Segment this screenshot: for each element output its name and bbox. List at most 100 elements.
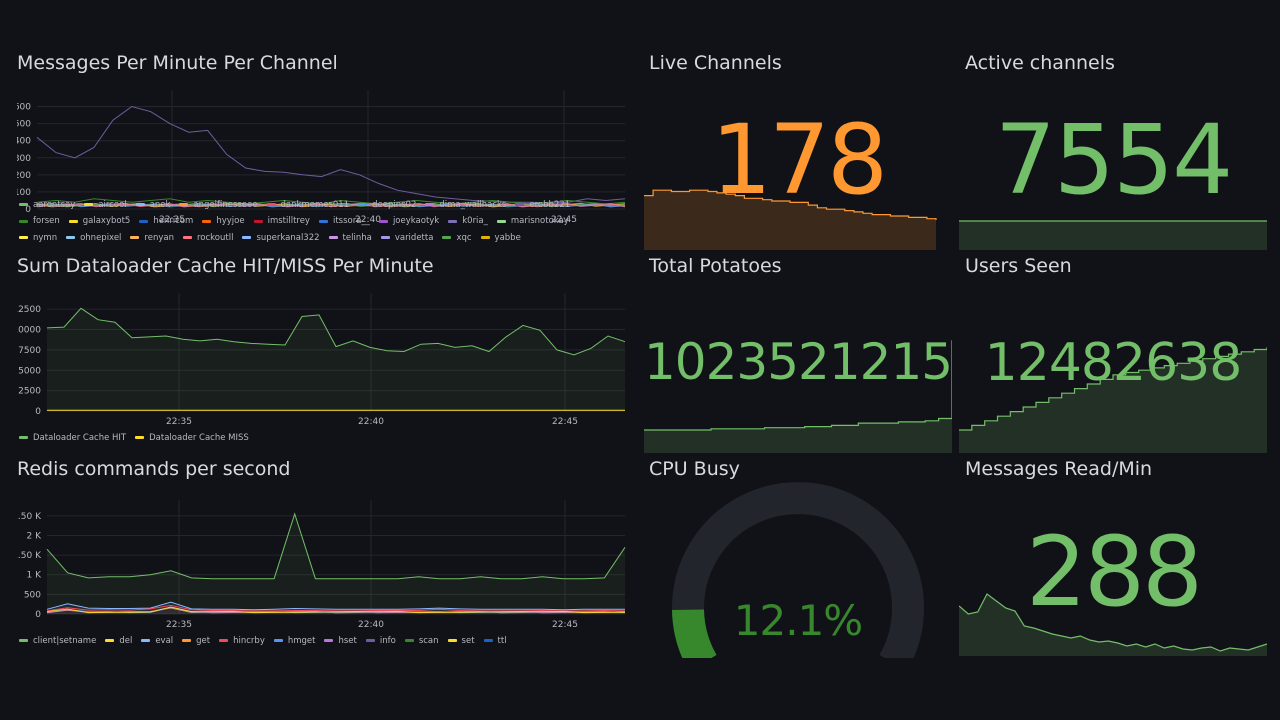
legend-swatch	[242, 236, 252, 239]
legend-item-erobb221[interactable]: erobb221	[515, 197, 570, 213]
panel-title[interactable]: Messages Per Minute Per Channel	[17, 52, 338, 74]
series-line-dataloader-cache-hit[interactable]	[46, 307, 626, 356]
series-line-eval[interactable]	[46, 601, 625, 611]
legend-item-nymn[interactable]: nymn	[19, 230, 57, 246]
legend-label: info	[379, 635, 396, 646]
sparkline-line	[644, 340, 952, 431]
legend-label: hmget	[287, 635, 316, 646]
y-tick-label: 2 K	[27, 531, 43, 541]
x-tick-label: 22:40	[358, 417, 384, 427]
legend-item-anek[interactable]: anek	[135, 197, 170, 213]
panel-title[interactable]: Sum Dataloader Cache HIT/MISS Per Minute	[17, 255, 434, 277]
legend-swatch	[483, 639, 493, 642]
legend-item-imstilltrey[interactable]: imstilltrey	[253, 213, 310, 229]
messages-chart[interactable]: 600 500 400 300 200 100 0 22:35 22:40 22:45	[17, 84, 629, 224]
legend-label: dankmemes011	[280, 199, 350, 210]
legend-item-client-setname[interactable]: client|setname	[19, 633, 96, 649]
sparkline-area	[644, 190, 936, 250]
legend-item-superkanal322[interactable]: superkanal322	[242, 230, 320, 246]
redis-chart[interactable]: 2.50 K 2 K 1.50 K 1 K 500 0 22:35 22:40 22:45	[17, 490, 629, 635]
sparkline-line	[959, 347, 1267, 431]
y-tick-label: 600	[17, 103, 31, 113]
legend-item-angelfinesseee[interactable]: angelfinesseee	[179, 197, 258, 213]
legend-item-ohnepixel[interactable]: ohnepixel	[66, 230, 121, 246]
legend-item-renyan[interactable]: renyan	[130, 230, 174, 246]
cache-chart[interactable]: 12500 10000 7500 5000 2500 0 22:35 22:40 22:45	[17, 287, 629, 432]
legend-item-xqc[interactable]: xqc	[442, 230, 472, 246]
legend-item-dima-wallhacks[interactable]: dima_wallhacks	[425, 197, 506, 213]
y-tick-label: 400	[17, 137, 31, 147]
legend-item-dataloader-cache-miss[interactable]: Dataloader Cache MISS	[135, 430, 249, 446]
users-seen-sparkline	[959, 347, 1267, 453]
legend-item-galaxybot5[interactable]: galaxybot5	[68, 213, 130, 229]
panel-title[interactable]: Redis commands per second	[17, 458, 291, 480]
x-tick-label: 22:35	[166, 417, 192, 427]
legend-item-deepins02[interactable]: deepins02	[358, 197, 416, 213]
legend-swatch	[19, 203, 28, 206]
legend-label: itssora__	[332, 216, 370, 226]
series-area-client-setname	[47, 513, 625, 614]
legend-label: erobb221	[529, 199, 571, 210]
x-tick-label: 22:40	[358, 620, 384, 630]
panel-title[interactable]: Active channels	[965, 52, 1115, 74]
y-tick-label: 0	[25, 205, 31, 215]
legend-item-dankmemes011[interactable]: dankmemes011	[266, 197, 350, 213]
legend-swatch	[266, 203, 276, 206]
legend-item-hmget[interactable]: hmget	[273, 633, 316, 649]
legend-item-aircool[interactable]: aircool	[84, 197, 127, 213]
panel-title[interactable]: Messages Read/Min	[965, 458, 1153, 480]
series-line-minor	[46, 606, 626, 614]
legend-label: renyan	[144, 232, 174, 243]
y-tick-label: 10000	[17, 326, 41, 336]
legend-label: rockoutll	[196, 232, 234, 243]
legend-item-hset[interactable]: hset	[324, 633, 357, 649]
series-line-hincrby[interactable]	[46, 604, 626, 612]
legend-item-yabbe[interactable]: yabbe	[480, 230, 521, 246]
legend-item-hyyjoe[interactable]: hyyjoe	[202, 213, 245, 229]
legend-item-varidetta[interactable]: varidetta	[380, 230, 433, 246]
legend-item-k0ria-[interactable]: k0ria_	[448, 213, 488, 229]
legend-item-telinha[interactable]: telinha	[328, 230, 372, 246]
series-line-client-setname[interactable]	[46, 512, 626, 580]
live-channels-value: 178	[710, 104, 888, 216]
y-tick-label: 500	[17, 120, 31, 130]
y-tick-label: 12500	[17, 305, 41, 315]
active-channels-value: 7554	[994, 104, 1233, 216]
legend-label: k0ria_	[462, 216, 488, 226]
legend-item-joeykaotyk[interactable]: joeykaotyk	[378, 213, 439, 229]
series-line-aarontsay[interactable]	[36, 105, 626, 204]
legend-item-henricom[interactable]: henricom	[139, 213, 193, 229]
legend-item-set[interactable]: set	[447, 633, 475, 649]
panel-messages-read: Messages Read/Min 288	[959, 458, 1267, 658]
legend-item-forsen[interactable]: forsen	[19, 213, 60, 229]
legend-swatch	[66, 236, 76, 239]
x-tick-label: 22:35	[159, 215, 185, 224]
legend-swatch	[135, 203, 145, 206]
panel-title[interactable]: CPU Busy	[649, 458, 740, 480]
panel-title[interactable]: Total Potatoes	[649, 255, 782, 277]
y-tick-label: 1.50 K	[17, 551, 42, 561]
legend-item-eval[interactable]: eval	[141, 633, 173, 649]
sparkline-area	[644, 340, 952, 453]
legend-item-ttl[interactable]: ttl	[483, 633, 507, 649]
legend-label: del	[119, 635, 133, 646]
legend-item-itssora-[interactable]: itssora__	[318, 213, 370, 229]
legend-item-info[interactable]: info	[365, 633, 396, 649]
panel-title[interactable]: Live Channels	[649, 52, 782, 74]
panel-users-seen: Users Seen 12482638	[959, 255, 1267, 453]
legend-item-hincrby[interactable]: hincrby	[219, 633, 265, 649]
legend-item-del[interactable]: del	[105, 633, 132, 649]
series-line-forsen[interactable]	[36, 198, 626, 205]
legend-item-scan[interactable]: scan	[404, 633, 439, 649]
sparkline-area	[959, 221, 1267, 250]
panel-title[interactable]: Users Seen	[965, 255, 1072, 277]
legend-item-dataloader-cache-hit[interactable]: Dataloader Cache HIT	[19, 430, 126, 446]
legend-item-get[interactable]: get	[182, 633, 210, 649]
legend-item-rockoutll[interactable]: rockoutll	[182, 230, 234, 246]
legend-item-aarontsay[interactable]: aarontsay	[19, 197, 75, 213]
y-tick-label: 200	[17, 171, 31, 181]
legend-label: nymn	[33, 232, 58, 243]
legend-item-marisnotokay[interactable]: marisnotokay	[496, 213, 569, 229]
legend-swatch	[318, 219, 328, 223]
legend-label: get	[196, 635, 211, 646]
